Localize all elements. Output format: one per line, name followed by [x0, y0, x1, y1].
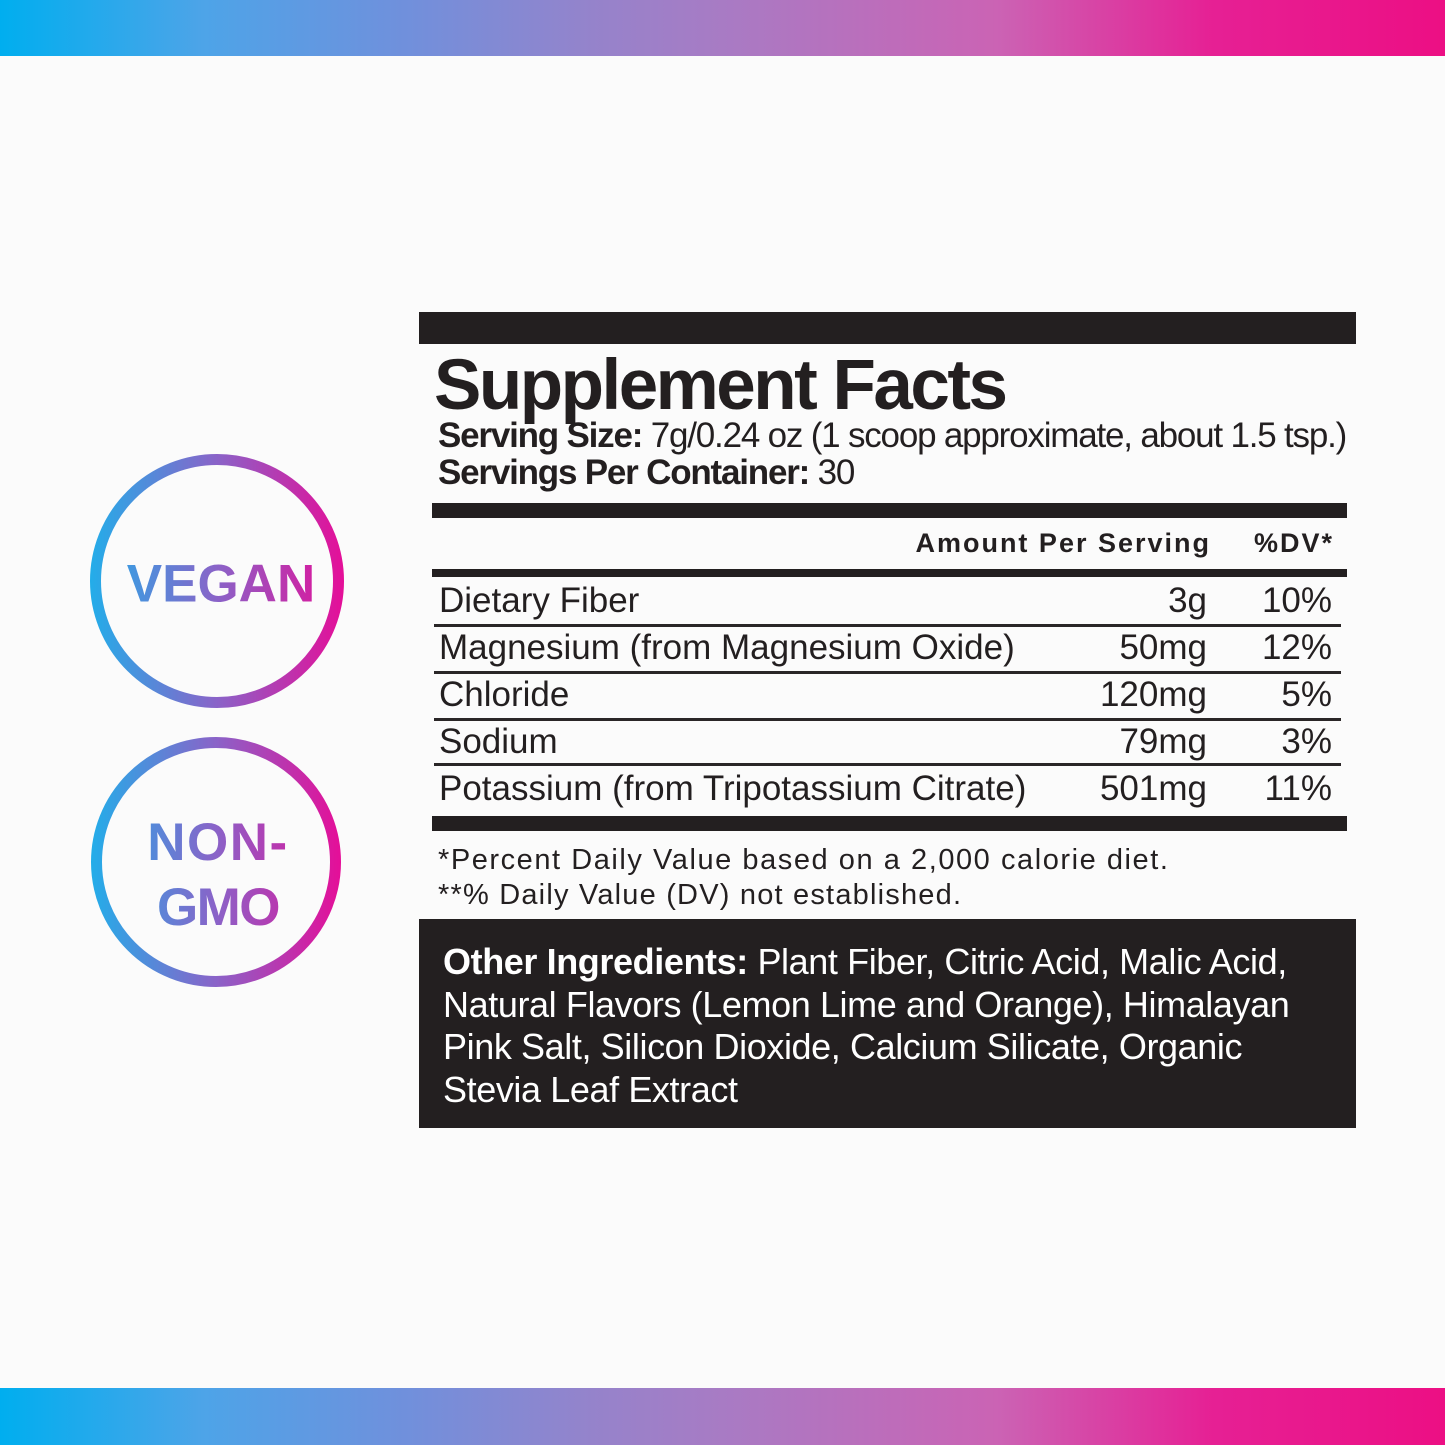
svg-text:GMO: GMO — [157, 878, 279, 937]
svg-text:VEGAN: VEGAN — [126, 554, 314, 613]
svg-text:NON-: NON- — [147, 813, 288, 872]
